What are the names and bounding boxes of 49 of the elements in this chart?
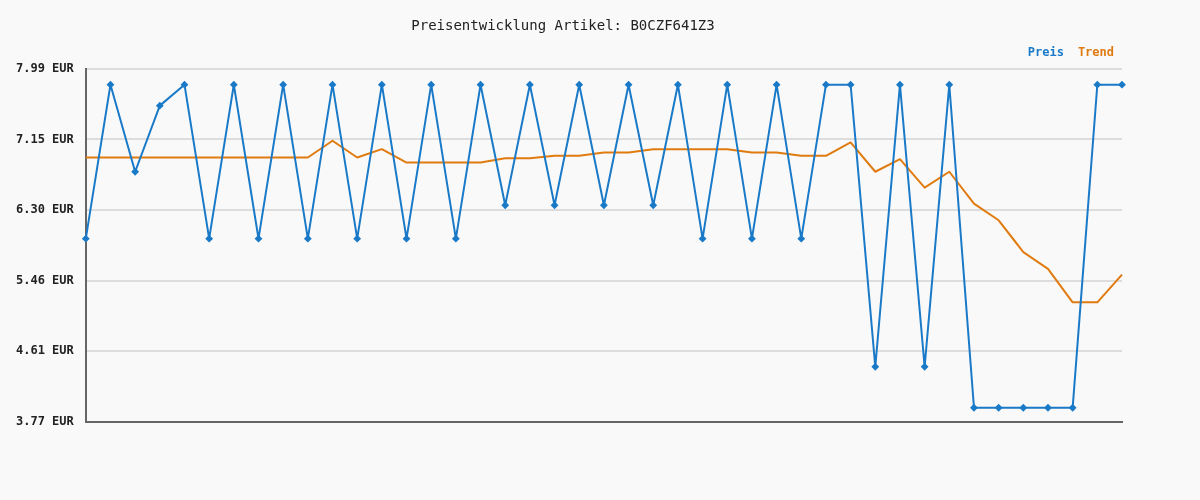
- y-tick-label: 7.15 EUR: [16, 131, 75, 146]
- point: [723, 81, 731, 89]
- point: [797, 235, 805, 243]
- point: [304, 235, 312, 243]
- point: [526, 81, 534, 89]
- point: [82, 235, 90, 243]
- point: [1019, 404, 1027, 412]
- point: [674, 81, 682, 89]
- point: [822, 81, 830, 89]
- point: [501, 201, 509, 209]
- point: [575, 81, 583, 89]
- point: [699, 235, 707, 243]
- point: [279, 81, 287, 89]
- y-tick-label: 5.46 EUR: [16, 272, 75, 287]
- point: [427, 81, 435, 89]
- point: [871, 363, 879, 371]
- point: [1069, 404, 1077, 412]
- y-tick-label: 3.77 EUR: [16, 414, 75, 429]
- point: [600, 201, 608, 209]
- y-tick-label: 6.30 EUR: [16, 202, 75, 217]
- point: [255, 235, 262, 243]
- point: [921, 363, 929, 371]
- point: [995, 404, 1003, 412]
- point: [970, 404, 978, 412]
- point: [945, 81, 953, 89]
- point: [847, 81, 855, 89]
- point: [896, 81, 904, 89]
- y-tick-label: 4.61 EUR: [16, 343, 75, 358]
- point: [156, 102, 164, 110]
- point: [477, 81, 485, 89]
- point: [353, 235, 361, 243]
- point: [748, 235, 756, 243]
- point: [452, 235, 460, 243]
- point: [131, 168, 139, 176]
- point: [403, 235, 411, 243]
- point: [1044, 404, 1052, 412]
- point: [1118, 81, 1126, 89]
- point: [205, 235, 213, 243]
- chart-title: Preisentwicklung Artikel: B0CZF641Z3: [411, 17, 715, 34]
- point: [180, 81, 188, 89]
- text: Trend: [1077, 44, 1114, 59]
- y-tick-label: 7.99 EUR: [16, 60, 75, 75]
- point: [551, 201, 559, 209]
- point: [1093, 81, 1101, 89]
- point: [649, 201, 657, 209]
- point: [230, 81, 238, 89]
- text: Preis: [1027, 44, 1064, 59]
- point: [378, 81, 386, 89]
- point: [773, 81, 781, 89]
